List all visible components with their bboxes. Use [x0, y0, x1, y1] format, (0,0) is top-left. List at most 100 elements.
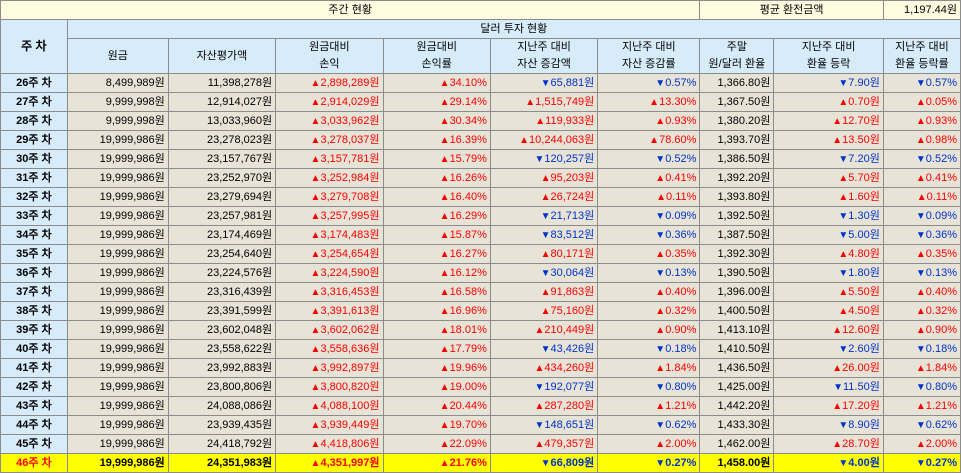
week-column-header[interactable]: 주 차: [0, 19, 68, 74]
cell-fx[interactable]: ▲12.70원: [773, 111, 884, 131]
cell-principal[interactable]: 19,999,986원: [66, 396, 169, 416]
cell-chgr[interactable]: ▼0.80%: [597, 377, 701, 397]
cell-principal[interactable]: 19,999,986원: [66, 168, 169, 188]
cell-rate[interactable]: 1,396.00원: [699, 282, 775, 302]
column-header-rate[interactable]: 주말 원/달러 환율: [699, 38, 775, 74]
cell-rate[interactable]: 1,390.50원: [699, 263, 775, 283]
cell-fx[interactable]: ▼8.90원: [773, 415, 884, 435]
cell-asset[interactable]: 24,088,086원: [167, 396, 277, 416]
cell-asset[interactable]: 23,224,576원: [167, 263, 277, 283]
week-cell[interactable]: 45주 차: [0, 434, 68, 454]
cell-plr[interactable]: ▲16.39%: [382, 130, 491, 150]
cell-chgr[interactable]: ▼0.09%: [597, 206, 701, 226]
cell-chgr[interactable]: ▲0.40%: [597, 282, 701, 302]
week-cell[interactable]: 43주 차: [0, 396, 68, 416]
column-header-plr[interactable]: 원금대비 손익률: [382, 38, 491, 74]
cell-fxr[interactable]: ▲0.98%: [882, 130, 961, 150]
cell-principal[interactable]: 9,999,998원: [66, 92, 169, 112]
week-cell[interactable]: 27주 차: [0, 92, 68, 112]
cell-fx[interactable]: ▼7.90원: [773, 73, 884, 93]
cell-rate[interactable]: 1,367.50원: [699, 92, 775, 112]
cell-rate[interactable]: 1,387.50원: [699, 225, 775, 245]
column-header-pl[interactable]: 원금대비 손익: [275, 38, 384, 74]
cell-chg[interactable]: ▲1,515,749원: [489, 92, 599, 112]
week-cell[interactable]: 40주 차: [0, 339, 68, 359]
week-cell[interactable]: 30주 차: [0, 149, 68, 169]
cell-asset[interactable]: 23,252,970원: [167, 168, 277, 188]
cell-fxr[interactable]: ▼0.62%: [882, 415, 961, 435]
cell-plr[interactable]: ▲15.79%: [382, 149, 491, 169]
cell-fx[interactable]: ▼7.20원: [773, 149, 884, 169]
cell-fxr[interactable]: ▲2.00%: [882, 434, 961, 454]
cell-fxr[interactable]: ▲0.41%: [882, 168, 961, 188]
cell-principal[interactable]: 19,999,986원: [66, 415, 169, 435]
cell-chgr[interactable]: ▲78.60%: [597, 130, 701, 150]
cell-chgr[interactable]: ▲2.00%: [597, 434, 701, 454]
cell-plr[interactable]: ▲22.09%: [382, 434, 491, 454]
cell-principal[interactable]: 19,999,986원: [66, 320, 169, 340]
cell-pl[interactable]: ▲3,939,449원: [275, 415, 384, 435]
cell-principal[interactable]: 19,999,986원: [66, 244, 169, 264]
cell-chgr[interactable]: ▲0.93%: [597, 111, 701, 131]
cell-asset[interactable]: 23,391,599원: [167, 301, 277, 321]
cell-fx[interactable]: ▲4.50원: [773, 301, 884, 321]
cell-principal[interactable]: 19,999,986원: [66, 358, 169, 378]
cell-plr[interactable]: ▲19.70%: [382, 415, 491, 435]
week-cell[interactable]: 36주 차: [0, 263, 68, 283]
cell-chg[interactable]: ▼192,077원: [489, 377, 599, 397]
cell-fxr[interactable]: ▲0.90%: [882, 320, 961, 340]
week-cell[interactable]: 39주 차: [0, 320, 68, 340]
cell-pl[interactable]: ▲4,418,806원: [275, 434, 384, 454]
cell-fx[interactable]: ▼5.00원: [773, 225, 884, 245]
cell-principal[interactable]: 19,999,986원: [66, 282, 169, 302]
cell-fxr[interactable]: ▲0.05%: [882, 92, 961, 112]
cell-plr[interactable]: ▲16.96%: [382, 301, 491, 321]
week-cell[interactable]: 34주 차: [0, 225, 68, 245]
cell-chgr[interactable]: ▼0.18%: [597, 339, 701, 359]
week-cell[interactable]: 44주 차: [0, 415, 68, 435]
cell-pl[interactable]: ▲3,391,613원: [275, 301, 384, 321]
cell-fx[interactable]: ▲1.60원: [773, 187, 884, 207]
cell-chg[interactable]: ▲119,933원: [489, 111, 599, 131]
cell-chgr[interactable]: ▲0.90%: [597, 320, 701, 340]
cell-fxr[interactable]: ▼0.27%: [882, 453, 961, 473]
dollar-investment-title[interactable]: 달러 투자 현황: [66, 19, 961, 39]
cell-principal[interactable]: 19,999,986원: [66, 187, 169, 207]
cell-chg[interactable]: ▲91,863원: [489, 282, 599, 302]
cell-chgr[interactable]: ▼0.27%: [597, 453, 701, 473]
cell-pl[interactable]: ▲3,254,654원: [275, 244, 384, 264]
cell-principal[interactable]: 19,999,986원: [66, 206, 169, 226]
cell-principal[interactable]: 19,999,986원: [66, 225, 169, 245]
cell-principal[interactable]: 19,999,986원: [66, 149, 169, 169]
cell-plr[interactable]: ▲20.44%: [382, 396, 491, 416]
cell-fxr[interactable]: ▼0.36%: [882, 225, 961, 245]
cell-chg[interactable]: ▼120,257원: [489, 149, 599, 169]
cell-asset[interactable]: 23,257,981원: [167, 206, 277, 226]
cell-pl[interactable]: ▲3,157,781원: [275, 149, 384, 169]
cell-fx[interactable]: ▼2.60원: [773, 339, 884, 359]
cell-fx[interactable]: ▲28.70원: [773, 434, 884, 454]
column-header-asset[interactable]: 자산평가액: [167, 38, 277, 74]
cell-asset[interactable]: 23,174,469원: [167, 225, 277, 245]
avg-exchange-label[interactable]: 평균 환전금액: [699, 0, 884, 20]
week-cell[interactable]: 37주 차: [0, 282, 68, 302]
week-cell[interactable]: 26주 차: [0, 73, 68, 93]
cell-fx[interactable]: ▼1.80원: [773, 263, 884, 283]
cell-asset[interactable]: 23,939,435원: [167, 415, 277, 435]
cell-plr[interactable]: ▲16.58%: [382, 282, 491, 302]
cell-asset[interactable]: 12,914,027원: [167, 92, 277, 112]
cell-rate[interactable]: 1,442.20원: [699, 396, 775, 416]
cell-plr[interactable]: ▲29.14%: [382, 92, 491, 112]
cell-chg[interactable]: ▲95,203원: [489, 168, 599, 188]
cell-rate[interactable]: 1,425.00원: [699, 377, 775, 397]
column-header-principal[interactable]: 원금: [66, 38, 169, 74]
cell-chg[interactable]: ▼66,809원: [489, 453, 599, 473]
cell-fx[interactable]: ▼1.30원: [773, 206, 884, 226]
cell-rate[interactable]: 1,436.50원: [699, 358, 775, 378]
cell-pl[interactable]: ▲3,558,636원: [275, 339, 384, 359]
cell-rate[interactable]: 1,366.80원: [699, 73, 775, 93]
cell-principal[interactable]: 19,999,986원: [66, 263, 169, 283]
cell-asset[interactable]: 23,254,640원: [167, 244, 277, 264]
cell-fxr[interactable]: ▼0.57%: [882, 73, 961, 93]
cell-pl[interactable]: ▲3,224,590원: [275, 263, 384, 283]
